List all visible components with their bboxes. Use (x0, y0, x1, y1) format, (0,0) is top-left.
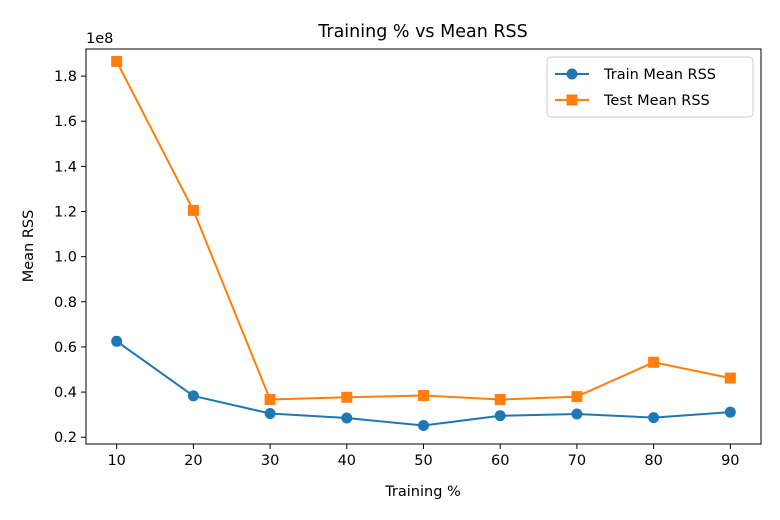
legend-label: Test Mean RSS (603, 93, 710, 109)
legend-label: Train Mean RSS (603, 67, 716, 83)
data-point-square (341, 391, 353, 403)
legend: Train Mean RSS Test Mean RSS (546, 56, 754, 118)
data-point-circle (187, 390, 199, 402)
data-point-square (648, 356, 660, 368)
data-point-square (494, 394, 506, 406)
data-point-square (571, 391, 583, 403)
y-offset-label: 1e8 (86, 31, 113, 47)
y-tick-label: 0.2 (54, 430, 77, 446)
data-point-circle (494, 410, 506, 422)
data-point-circle (264, 408, 276, 420)
data-point-circle (341, 412, 353, 424)
data-point-square (418, 389, 429, 401)
legend-marker-circle (566, 68, 578, 80)
y-tick-label: 0.4 (54, 385, 77, 401)
x-tick-label: 80 (644, 453, 662, 469)
data-point-square (187, 204, 199, 216)
data-point-circle (648, 412, 660, 424)
data-point-circle (111, 335, 123, 347)
x-tick-label: 90 (721, 453, 739, 469)
x-tick-label: 70 (568, 453, 586, 469)
y-tick-label: 0.6 (54, 340, 77, 356)
x-tick-label: 30 (261, 453, 279, 469)
data-point-circle (571, 408, 583, 420)
data-point-square (724, 372, 736, 384)
data-point-circle (418, 419, 429, 431)
x-tick-label: 60 (491, 453, 509, 469)
y-tick-label: 1.8 (54, 69, 77, 85)
series-train (111, 335, 736, 431)
data-point-square (264, 394, 276, 406)
plot-area: 10 20 30 40 50 60 70 80 90 0.2 0.4 0.6 0.8 1.0 1.2 1.4 1… (54, 48, 762, 469)
x-tick-label: 40 (338, 453, 356, 469)
x-tick-label: 50 (414, 453, 432, 469)
y-tick-label: 1.6 (54, 114, 77, 130)
y-tick-label: 1.2 (54, 205, 77, 221)
x-axis-label: Training % (384, 484, 461, 500)
chart-title: Training % vs Mean RSS (317, 22, 527, 42)
legend-marker-square (566, 94, 578, 106)
y-tick-label: 0.8 (54, 295, 77, 311)
series-test (111, 55, 736, 406)
x-tick-label: 20 (184, 453, 202, 469)
x-tick-label: 10 (107, 453, 125, 469)
data-point-circle (724, 406, 736, 418)
legend-box (546, 56, 754, 118)
y-axis-label: Mean RSS (21, 210, 37, 283)
data-point-square (111, 55, 123, 67)
y-tick-label: 1.4 (54, 159, 77, 175)
y-tick-label: 1.0 (54, 250, 77, 266)
